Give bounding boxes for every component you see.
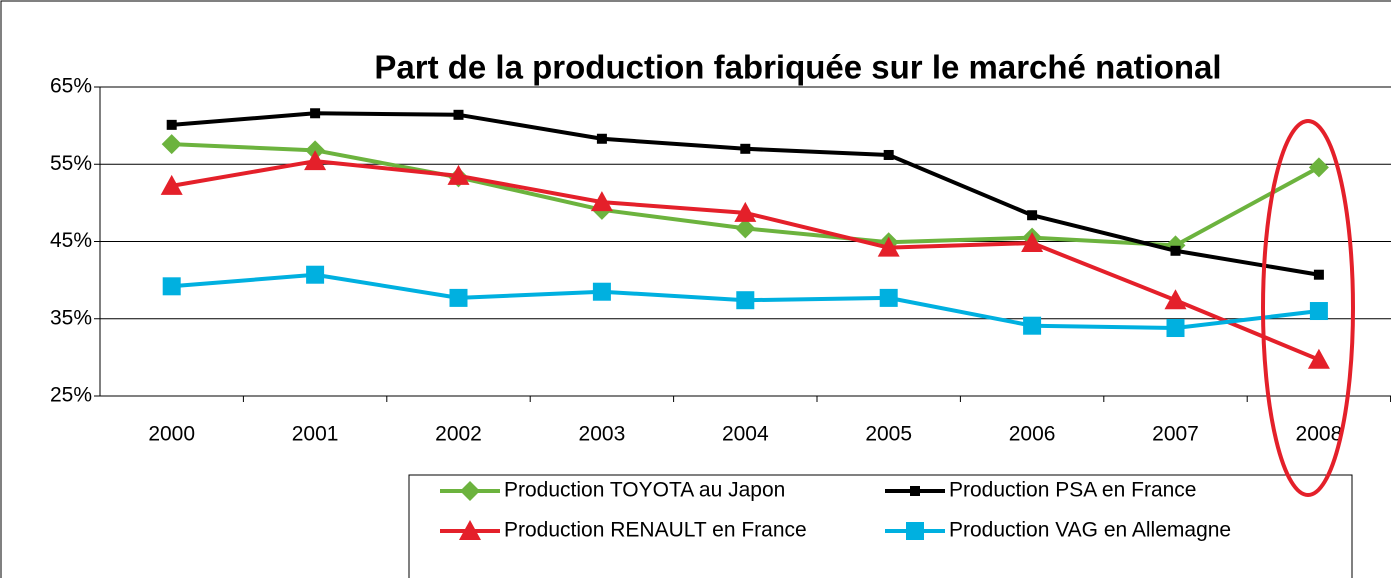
marker <box>1021 232 1044 253</box>
marker <box>453 109 464 120</box>
x-tick-label: 2003 <box>579 423 626 446</box>
y-tick-label: 65% <box>50 75 92 98</box>
marker <box>590 191 613 212</box>
marker <box>306 265 325 284</box>
y-tick-label: 45% <box>50 229 92 252</box>
marker <box>877 236 900 257</box>
marker <box>596 133 607 144</box>
marker <box>735 218 756 239</box>
marker <box>736 291 755 310</box>
marker <box>310 108 321 119</box>
marker <box>449 288 468 307</box>
series-line <box>171 111 1320 277</box>
legend-marker <box>906 522 924 540</box>
legend-label: Production VAG en Allemagne <box>949 519 1231 542</box>
marker <box>592 282 611 301</box>
x-tick-label: 2008 <box>1296 423 1343 446</box>
legend-label: Production RENAULT en France <box>504 519 807 542</box>
marker <box>1164 289 1187 310</box>
x-tick-label: 2002 <box>435 423 482 446</box>
marker <box>740 143 751 154</box>
marker <box>160 174 183 195</box>
marker <box>1023 316 1042 335</box>
x-tick-label: 2007 <box>1152 423 1199 446</box>
legend-marker <box>910 486 920 496</box>
legend-box <box>408 474 1353 578</box>
marker <box>883 149 894 160</box>
marker <box>1313 269 1324 280</box>
marker <box>1166 319 1185 338</box>
marker <box>304 150 327 171</box>
marker <box>879 288 898 307</box>
marker <box>734 201 757 222</box>
legend-marker <box>460 481 480 501</box>
marker <box>162 277 181 296</box>
marker <box>1308 157 1329 178</box>
y-tick-label: 35% <box>50 306 92 329</box>
x-tick-label: 2001 <box>292 423 339 446</box>
highlight-ellipse <box>1261 119 1355 497</box>
y-tick-label: 25% <box>50 384 92 407</box>
legend-label: Production PSA en France <box>949 479 1196 502</box>
legend-label: Production TOYOTA au Japon <box>504 479 785 502</box>
x-tick-label: 2004 <box>722 423 769 446</box>
series-line <box>171 159 1320 362</box>
x-tick-label: 2000 <box>148 423 195 446</box>
x-tick-label: 2005 <box>865 423 912 446</box>
legend-marker <box>459 520 481 540</box>
marker <box>1307 348 1330 369</box>
marker <box>447 164 470 185</box>
marker <box>166 119 177 130</box>
marker <box>1170 245 1181 256</box>
chart-title: Part de la production fabriquée sur le m… <box>374 49 1221 86</box>
x-tick-label: 2006 <box>1009 423 1056 446</box>
y-tick-label: 55% <box>50 152 92 175</box>
marker <box>161 134 182 155</box>
marker <box>1027 210 1038 221</box>
marker <box>1309 302 1328 321</box>
